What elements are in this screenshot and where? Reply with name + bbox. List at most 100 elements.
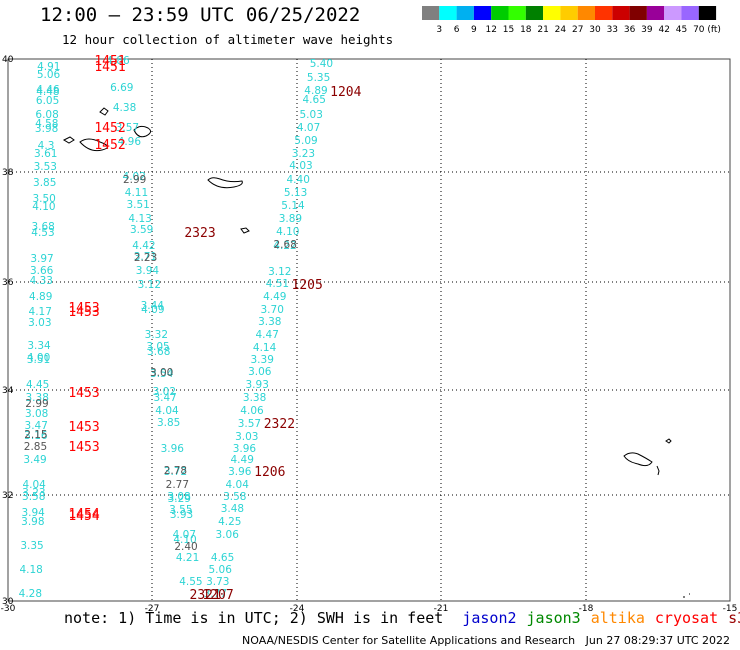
wave-height-value: 3.98 bbox=[35, 123, 58, 135]
wave-height-value: 4.89 bbox=[29, 291, 52, 303]
wave-height-value: 3.38 bbox=[26, 392, 49, 404]
wave-height-value: 4.49 bbox=[231, 454, 254, 466]
island-shape bbox=[683, 593, 690, 598]
wave-height-value: 4.65 bbox=[211, 552, 234, 564]
wave-height-value: 3.06 bbox=[216, 529, 240, 541]
wave-height-value: 4.38 bbox=[113, 102, 136, 114]
wave-height-value: 3.44 bbox=[141, 300, 165, 312]
wave-height-value: 3.57 bbox=[238, 418, 261, 430]
wave-height-value: 3.23 bbox=[22, 487, 45, 499]
scale-tick-label: 3 bbox=[436, 25, 442, 35]
scale-unit-label: (ft) bbox=[707, 25, 721, 35]
wave-height-value: 3.73 bbox=[206, 576, 229, 588]
scale-swatch bbox=[681, 6, 699, 20]
pass-time-label: 1453 bbox=[68, 440, 99, 455]
map-title: 12:00 – 23:59 UTC 06/25/2022 bbox=[40, 4, 361, 26]
wave-height-value: 3.57 bbox=[116, 122, 139, 134]
latitude-label: 36 bbox=[2, 278, 14, 288]
wave-height-value: 3.03 bbox=[28, 317, 51, 329]
pass-time-label: 1452 bbox=[94, 121, 125, 136]
wave-height-value: 3.71 bbox=[134, 251, 157, 263]
wave-height-value: 4.55 bbox=[179, 576, 202, 588]
scale-tick-label: 30 bbox=[589, 25, 601, 35]
wave-height-value: 4.25 bbox=[218, 516, 241, 528]
wave-height-value: 3.05 bbox=[146, 341, 169, 353]
wave-height-value: 4.22 bbox=[273, 240, 296, 252]
scale-tick-label: 45 bbox=[676, 25, 687, 35]
wave-height-value: 4.45 bbox=[26, 379, 49, 391]
island-shape bbox=[99, 107, 109, 116]
satellite-s3a: s3a bbox=[728, 609, 740, 627]
wave-height-value-low: 2.77 bbox=[166, 479, 189, 491]
wave-height-value: 3.12 bbox=[138, 279, 161, 291]
pass-time-label: 1452 bbox=[94, 138, 125, 153]
pass-time-label-dark: 2323 bbox=[184, 226, 215, 241]
wave-height-value: 3.68 bbox=[31, 221, 54, 233]
wave-height-value: 4.96 bbox=[118, 136, 142, 148]
wave-height-value: 3.38 bbox=[258, 316, 281, 328]
pass-time-label-dark: 1206 bbox=[254, 465, 285, 480]
wave-height-value-low: 2.23 bbox=[134, 252, 157, 264]
footer-credit: NOAA/NESDIS Center for Satellite Applica… bbox=[242, 634, 730, 647]
pass-time-label: 1453 bbox=[68, 305, 99, 320]
generated-timestamp: Jun 27 08:29:37 UTC 2022 bbox=[585, 634, 731, 647]
wave-height-value: 4.13 bbox=[128, 213, 151, 225]
wave-height-value: 4.04 bbox=[155, 405, 179, 417]
wave-height-value: 3.59 bbox=[130, 224, 153, 236]
wave-height-value: 3.48 bbox=[221, 503, 244, 515]
islands bbox=[62, 107, 690, 598]
latitude-label: 40 bbox=[2, 55, 14, 65]
note-row: note: 1) Time is in UTC; 2) SWH is in fe… bbox=[64, 609, 740, 627]
wave-height-value: 3.94 bbox=[21, 507, 45, 519]
wave-height-value: 4.65 bbox=[303, 94, 326, 106]
island-shape bbox=[656, 465, 660, 476]
wave-height-value: 4.03 bbox=[289, 160, 312, 172]
pass-time-label: 1453 bbox=[68, 420, 99, 435]
scale-swatch bbox=[456, 6, 474, 20]
pass-time-label-dark: 1207 bbox=[202, 588, 233, 603]
wave-height-value: 5.40 bbox=[310, 58, 333, 70]
wave-height-value: 4.11 bbox=[125, 187, 148, 199]
wave-height-value: 3.16 bbox=[24, 430, 48, 442]
wave-height-value: 3.39 bbox=[251, 354, 274, 366]
wave-height-value: 3.96 bbox=[233, 443, 257, 455]
wave-height-value: 3.61 bbox=[34, 148, 57, 160]
wave-height-value: 3.96 bbox=[161, 443, 185, 455]
wave-height-value: 3.85 bbox=[157, 417, 180, 429]
wave-height-value: 3.08 bbox=[167, 491, 190, 503]
wave-height-value: 3.53 bbox=[34, 161, 57, 173]
wave-height-value: 4.48 bbox=[36, 86, 59, 98]
wave-height-value: 3.93 bbox=[170, 509, 193, 521]
wave-height-value: 5.14 bbox=[281, 200, 305, 212]
satellite-cryosat: cryosat bbox=[654, 609, 719, 627]
wave-height-value: 3.58 bbox=[223, 491, 246, 503]
wave-height-value: 5.06 bbox=[209, 564, 233, 576]
scale-swatch bbox=[508, 6, 526, 20]
wave-height-value: 6.08 bbox=[35, 109, 58, 121]
scale-swatch bbox=[698, 6, 717, 20]
units-note: note: 1) Time is in UTC; 2) SWH is in fe… bbox=[64, 609, 444, 627]
wave-height-value: 4.04 bbox=[22, 479, 46, 491]
latitude-label: 34 bbox=[2, 386, 14, 396]
wave-height-value: 3.08 bbox=[25, 408, 48, 420]
wave-height-value: 4.51 bbox=[266, 278, 289, 290]
pass-time-label: 1453 bbox=[68, 386, 99, 401]
scale-swatch bbox=[629, 6, 647, 20]
island-shape bbox=[240, 227, 250, 234]
scale-swatch bbox=[612, 6, 630, 20]
wave-height-value: 3.51 bbox=[27, 354, 50, 366]
wave-height-value: 3.98 bbox=[21, 516, 44, 528]
scale-tick-label: 27 bbox=[572, 25, 583, 35]
wave-height-value-low: 2.68 bbox=[274, 239, 297, 251]
scale-tick-label: 33 bbox=[607, 25, 618, 35]
scale-tick-label: 15 bbox=[503, 25, 514, 35]
longitude-label: -18 bbox=[579, 604, 594, 614]
wave-height-value: 4.28 bbox=[19, 588, 42, 600]
wave-height-value: 4.42 bbox=[132, 240, 155, 252]
island-shape bbox=[133, 125, 152, 138]
wave-height-value: 4.91 bbox=[37, 61, 60, 73]
wave-height-value: 6.05 bbox=[36, 95, 59, 107]
longitude-label: -21 bbox=[434, 604, 449, 614]
latitude-label: 38 bbox=[2, 168, 14, 178]
